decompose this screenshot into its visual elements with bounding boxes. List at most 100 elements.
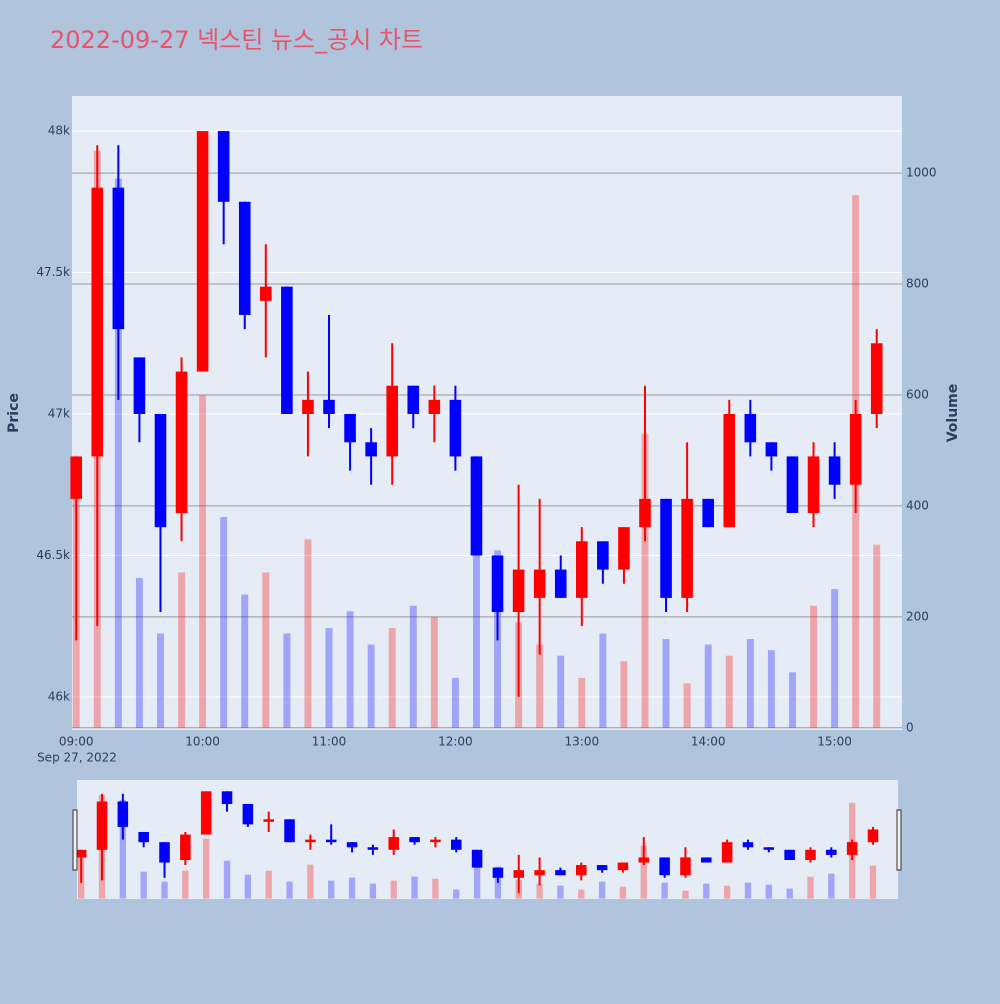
- candle-body: [217, 131, 230, 202]
- y2-tick-label: 0: [906, 720, 914, 734]
- volume-bar: [220, 517, 228, 728]
- slider-candle-body: [200, 791, 212, 835]
- slider-volume-bar: [348, 877, 356, 899]
- slider-candle-body: [180, 834, 191, 860]
- candle-body: [323, 399, 335, 414]
- volume-bar: [241, 594, 249, 728]
- candle-body: [407, 385, 420, 414]
- volume-bar: [388, 627, 396, 728]
- candle-body: [723, 413, 736, 528]
- volume-bar: [304, 539, 312, 728]
- slider-candle-body: [513, 870, 525, 878]
- y-axis-label: Price: [6, 393, 22, 433]
- slider-candle-body: [305, 839, 316, 843]
- range-slider[interactable]: [77, 780, 898, 899]
- slider-candle-body: [784, 849, 795, 860]
- candle-body: [597, 541, 609, 570]
- slider-handle[interactable]: [72, 809, 78, 871]
- slider-handle[interactable]: [896, 809, 902, 871]
- slider-volume-bar: [328, 880, 335, 899]
- chart-title: 2022-09-27 넥스틴 뉴스_공시 차트: [50, 26, 423, 54]
- candle-body: [70, 456, 83, 499]
- volume-bar: [767, 650, 775, 728]
- candle-body: [302, 399, 314, 414]
- slider-candle-body: [534, 870, 545, 876]
- volume-bar: [472, 494, 480, 728]
- candle-body: [512, 569, 525, 613]
- slider-volume-bar: [536, 883, 543, 899]
- y-tick-label: 46.5k: [36, 548, 70, 562]
- slider-candle-body: [867, 829, 879, 843]
- candle-body: [870, 343, 883, 414]
- candle-body: [238, 201, 251, 315]
- candle-body: [849, 413, 862, 485]
- volume-bar: [114, 178, 122, 728]
- slider-candle-body: [117, 801, 129, 827]
- slider-candle-body: [450, 839, 462, 850]
- volume-bar: [430, 616, 438, 728]
- candle-body: [365, 442, 377, 457]
- candle-body: [112, 187, 125, 330]
- x-tick-label: 14:00: [691, 735, 726, 749]
- slider-volume-bar: [557, 885, 564, 899]
- plot-area: [72, 96, 902, 730]
- volume-bar: [662, 639, 670, 728]
- slider-candle-body: [742, 842, 754, 848]
- volume-bar: [135, 578, 143, 728]
- y-tick-label: 47.5k: [36, 265, 70, 279]
- candle-body: [807, 456, 820, 514]
- slider-volume-bar: [140, 871, 147, 899]
- slider-candle-body: [263, 819, 274, 822]
- volume-bar: [178, 572, 186, 728]
- y2-tick-label: 400: [906, 498, 929, 512]
- candle-body: [576, 541, 588, 598]
- slider-candle-body: [388, 837, 399, 850]
- candle-body: [786, 456, 799, 514]
- x-tick-label: 13:00: [565, 735, 600, 749]
- slider-volume-bar: [119, 799, 127, 899]
- slider-candle-body: [284, 819, 295, 843]
- volume-bar: [578, 677, 586, 728]
- y2-tick-label: 200: [906, 609, 929, 623]
- slider-candle-body: [805, 849, 816, 860]
- slider-volume-bar: [307, 864, 314, 899]
- y2-tick-label: 1000: [906, 166, 937, 180]
- slider-candle-body: [96, 801, 108, 850]
- volume-bar: [873, 544, 881, 728]
- slider-volume-bar: [265, 870, 272, 899]
- slider-volume-bar: [432, 878, 439, 899]
- slider-volume-bar: [828, 873, 835, 899]
- volume-bar: [788, 672, 796, 728]
- volume-bar: [746, 639, 754, 728]
- slider-volume-bar: [682, 890, 689, 899]
- slider-volume-bar: [182, 870, 189, 899]
- volume-bar: [325, 627, 333, 728]
- slider-candle-body: [659, 857, 670, 876]
- candle-body: [428, 399, 441, 414]
- candle-body: [681, 498, 693, 598]
- slider-candle-body: [367, 847, 379, 850]
- volume-bar: [599, 633, 607, 728]
- candle-body: [344, 413, 356, 443]
- slider-candle-body: [680, 857, 691, 876]
- slider-volume-bar: [661, 882, 668, 899]
- volume-bar: [409, 605, 417, 728]
- candle-body: [618, 527, 630, 570]
- candle-body: [133, 357, 146, 414]
- slider-candle-body: [617, 862, 629, 871]
- slider-volume-bar: [807, 876, 814, 899]
- candle-body: [260, 286, 272, 301]
- slider-candle-body: [701, 857, 712, 863]
- slider-candle-body: [430, 839, 441, 843]
- slider-volume-bar: [453, 889, 460, 899]
- volume-bar: [262, 572, 270, 728]
- candle-body: [554, 569, 567, 598]
- slider-candle-body: [159, 842, 170, 863]
- candle-body: [91, 187, 104, 457]
- slider-candle-body: [242, 804, 254, 825]
- x-tick-label: 12:00: [438, 735, 473, 749]
- candle-body: [639, 498, 651, 528]
- y2-tick-label: 800: [906, 277, 929, 291]
- slider-candle-body: [492, 867, 504, 878]
